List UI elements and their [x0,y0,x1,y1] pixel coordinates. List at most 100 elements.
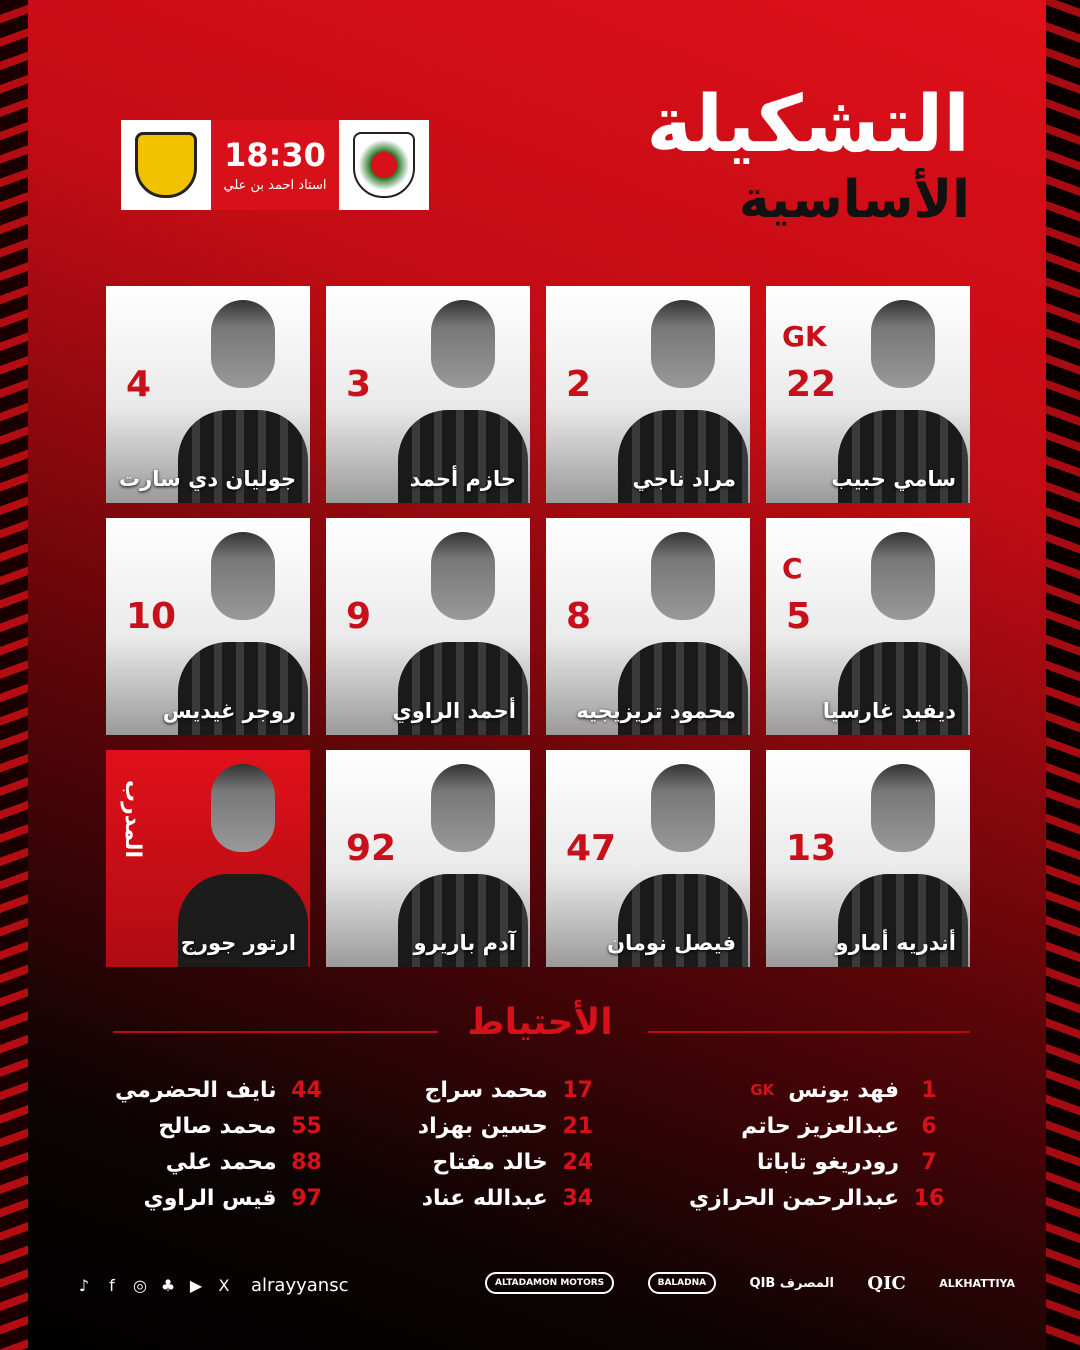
player-name: روجر غيديس [162,699,296,723]
player-name: محمود تريزيجيه [576,699,736,723]
sub-number: 55 [291,1113,322,1139]
player-card: 4 جوليان دي سارت [106,286,310,503]
decorative-stripes-right [1046,0,1080,1350]
player-card: 3 حازم أحمد [326,286,530,503]
divider [113,1031,438,1033]
decorative-stripes-left [0,0,28,1350]
list-item: 7 رودريغو تاباتا [689,1144,945,1180]
subs-column: 44 نايف الحضرمي 55 محمد صالح 88 محمد علي… [115,1072,323,1216]
instagram-icon[interactable]: ◎ [133,1276,147,1295]
player-name: ديفيد غارسيا [822,699,956,723]
player-card: GK 22 سامي حبيب [766,286,970,503]
list-item: 44 نايف الحضرمي [115,1072,323,1108]
list-item: 88 محمد علي [115,1144,323,1180]
player-number: 8 [566,596,592,637]
x-icon[interactable]: X [218,1276,230,1295]
list-item: 16 عبدالرحمن الحرازي [689,1180,945,1216]
sub-name: حسين بهزاد [417,1113,548,1139]
player-photo [618,300,748,503]
sponsor-logo: ALKHATTIYA [939,1276,1015,1290]
player-card: 9 أحمد الراوي [326,518,530,735]
tiktok-icon[interactable]: ♪ [78,1276,90,1295]
youtube-icon[interactable]: ▶ [189,1276,203,1295]
substitutes-list: 1 فهد يونس GK 6 عبدالعزيز حاتم 7 رودريغو… [115,1072,945,1216]
al-rayyan-crest-icon [353,132,415,198]
home-team-logo [339,120,429,210]
player-card: C 5 ديفيد غارسيا [766,518,970,735]
social-links: ♪ f ◎ ♣ ▶ X alrayyansc [75,1275,349,1296]
sub-name: محمد سراج [424,1077,548,1103]
player-name: سامي حبيب [831,467,956,491]
subs-column: 17 محمد سراج 21 حسين بهزاد 24 خالد مفتاح… [418,1072,594,1216]
player-card: 92 آدم باريرو [326,750,530,967]
player-photo [398,764,528,967]
player-card: 8 محمود تريزيجيه [546,518,750,735]
snapchat-icon[interactable]: ♣ [160,1276,176,1295]
player-number: 9 [346,596,372,637]
sub-number: 1 [921,1077,937,1103]
sub-name: رودريغو تاباتا [757,1149,899,1175]
player-photo [398,300,528,503]
player-number: 3 [346,364,372,405]
sub-name: محمد علي [165,1149,277,1175]
lineup-grid: GK 22 سامي حبيب 2 مراد ناجي 3 حازم أحمد … [105,286,970,967]
sub-number: 34 [562,1185,594,1211]
coach-label: المدرب [120,780,145,859]
player-number: 5 [786,596,812,637]
list-item: 55 محمد صالح [115,1108,323,1144]
player-name: فيصل نومان [607,931,736,955]
social-handle: alrayyansc [251,1275,349,1296]
sponsor-logo: BALADNA [647,1272,717,1294]
sub-name: قيس الراوي [143,1185,277,1211]
subs-column: 1 فهد يونس GK 6 عبدالعزيز حاتم 7 رودريغو… [689,1072,945,1216]
away-team-logo [121,120,211,210]
player-name: جوليان دي سارت [119,467,296,491]
title-line-2: الأساسية [738,170,970,230]
sponsor-logo: QIB المصرف [749,1275,834,1291]
coach-card: المدرب ارتور جورج [106,750,310,967]
sub-number: 6 [921,1113,937,1139]
sub-name: محمد صالح [158,1113,277,1139]
player-number: 22 [786,364,837,405]
sub-name: عبدالله عناد [421,1185,548,1211]
sub-name: عبدالعزيز حاتم [741,1113,899,1139]
sub-number: 44 [291,1077,322,1103]
player-name: أندريه أمارو [835,931,956,955]
title-line-1: التشكيلة [646,80,970,170]
sub-number: 21 [562,1113,594,1139]
player-card: 47 فيصل نومان [546,750,750,967]
player-card: 13 أندريه أمارو [766,750,970,967]
player-photo [178,300,308,503]
sub-name: عبدالرحمن الحرازي [689,1185,899,1211]
sponsor-logo: QIC [867,1272,906,1294]
sub-number: 16 [913,1185,945,1211]
player-card: 2 مراد ناجي [546,286,750,503]
facebook-icon[interactable]: f [109,1276,115,1295]
player-name: حازم أحمد [409,467,516,491]
subs-heading: الأحتياط [467,1002,613,1043]
player-photo [398,532,528,735]
sub-name: خالد مفتاح [432,1149,548,1175]
player-role: GK [782,320,827,353]
player-number: 2 [566,364,592,405]
player-photo [838,764,968,967]
match-info: 18:30 استاد احمد بن علي [121,120,429,210]
player-name: أحمد الراوي [392,699,517,723]
list-item: 97 قيس الراوي [115,1180,323,1216]
player-name: آدم باريرو [413,931,516,955]
sub-name: فهد يونس [788,1077,899,1103]
match-time: 18:30 [224,136,326,174]
player-photo [178,532,308,735]
list-item: 34 عبدالله عناد [418,1180,594,1216]
player-name: مراد ناجي [632,467,736,491]
page-title: التشكيلة الأساسية [646,80,970,230]
player-photo [618,764,748,967]
player-number: 13 [786,828,837,869]
sub-name: نايف الحضرمي [115,1077,277,1103]
player-number: 10 [126,596,177,637]
player-photo [618,532,748,735]
list-item: 21 حسين بهزاد [418,1108,594,1144]
sub-number: 88 [291,1149,322,1175]
sub-number: 17 [562,1077,594,1103]
player-role: C [782,552,803,585]
